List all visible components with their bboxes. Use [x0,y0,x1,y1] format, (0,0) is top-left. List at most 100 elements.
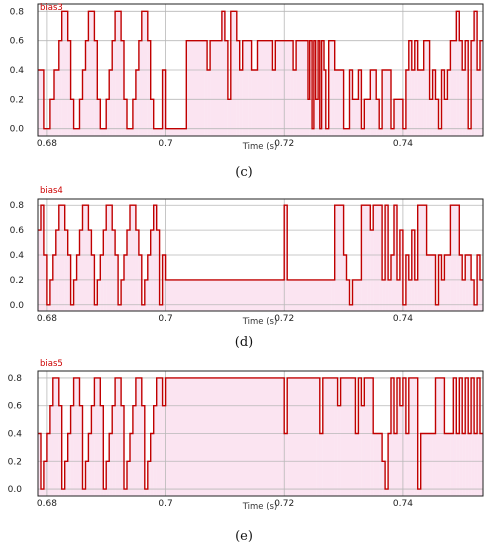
shade-segment [70,405,74,496]
y-tick-label: 0.8 [8,374,23,384]
shade-segment [364,377,371,496]
chart-panel-bias4: 0.0 0.2 0.4 0.6 0.8 0.68 0.7 0.72 0.74 Time (s) bi… [10,186,484,350]
x-tick-label: 0.74 [393,139,413,149]
shade-segment [79,405,83,496]
shade-segment [118,304,122,311]
shade-segment [402,377,406,496]
x-tick-label: 0.74 [393,499,413,509]
shade-segment [88,11,95,136]
shade-segment [287,279,332,311]
shade-segment [394,99,400,136]
shade-segment [186,40,205,136]
shade-segment [459,40,463,136]
shade-segment [54,70,59,136]
shade-segment [147,461,151,496]
shade-segment [64,230,68,311]
shade-segment [112,230,116,311]
shade-segment [156,377,163,496]
signal-shading [38,11,483,136]
shade-segment [340,377,353,496]
shade-segment [287,377,317,496]
shade-segment [316,377,320,496]
shade-segment [165,279,282,311]
shade-segment [88,433,92,496]
shade-segment [399,99,403,136]
shade-segment [293,70,297,136]
shade-segment [162,405,166,496]
shade-segment [94,40,98,136]
shade-segment [391,255,394,311]
x-tick-label: 0.72 [274,139,294,149]
shade-segment [121,405,125,496]
shade-segment [67,433,71,496]
shade-segment [411,230,415,311]
shade-segment [459,255,463,311]
shade-segment [396,377,400,496]
y-tick-label: 0.0 [10,125,25,135]
shade-segment [331,279,335,311]
chart-panel-bias5: 0.0 0.2 0.4 0.6 0.8 0.68 0.7 0.72 0.74 Time (s) bi… [8,359,484,544]
shade-segment [135,377,142,496]
shade-segment [340,205,344,311]
shade-segment [337,405,341,496]
shade-segment [242,40,249,136]
shade-segment [352,279,359,311]
shade-segment [109,70,113,136]
shade-segment [210,40,219,136]
series-line-bias5 [38,377,483,490]
shade-segment [334,377,338,496]
shade-segment [43,461,47,496]
shade-segment [82,489,86,496]
shade-segment [408,40,412,136]
shade-segment [82,205,89,311]
plot-border [37,198,484,312]
shade-segment [447,255,451,311]
x-tick-label: 0.72 [274,499,294,509]
shade-segment [236,40,240,136]
shade-segment [129,205,136,311]
x-axis-label: Time (s) [242,502,278,512]
shade-segment [221,11,225,136]
shade-segment [315,99,319,136]
shade-segment [477,377,481,496]
shade-segment [58,40,62,136]
shade-segment [97,279,101,311]
shade-segment [361,128,365,136]
plot-border [37,370,484,497]
shade-segment [46,304,50,311]
shade-segment [367,205,371,311]
shade-segment [150,99,154,136]
shade-segment [38,230,41,311]
shade-segment [456,205,460,311]
y-tick-label: 0.2 [10,95,24,105]
shade-segment [272,70,276,136]
shade-segment [474,304,478,311]
panel-caption: (e) [235,529,253,544]
shade-segment [64,461,68,496]
shade-segment [76,255,80,311]
shade-segment [100,128,107,136]
y-tick-label: 0.6 [8,402,23,412]
shade-segment [269,40,273,136]
shade-segment [112,40,116,136]
shade-segment [423,205,427,311]
shade-segment [305,40,308,136]
shade-segment [296,40,305,136]
shade-segment [46,433,50,496]
shade-segment [103,489,107,496]
shade-segment [438,255,442,311]
shade-segment [373,205,380,311]
shade-segment [109,433,113,496]
shade-segment [162,255,166,311]
shade-segment [432,70,436,136]
shade-segment [218,40,222,136]
shade-segment [121,279,125,311]
shade-segment [340,70,344,136]
shade-segment [411,70,415,136]
shade-segment [127,128,133,136]
shade-segment [402,128,406,136]
shade-segment [394,433,397,496]
shade-segment [480,40,483,136]
shade-segment [388,70,392,136]
shade-segment [462,279,466,311]
